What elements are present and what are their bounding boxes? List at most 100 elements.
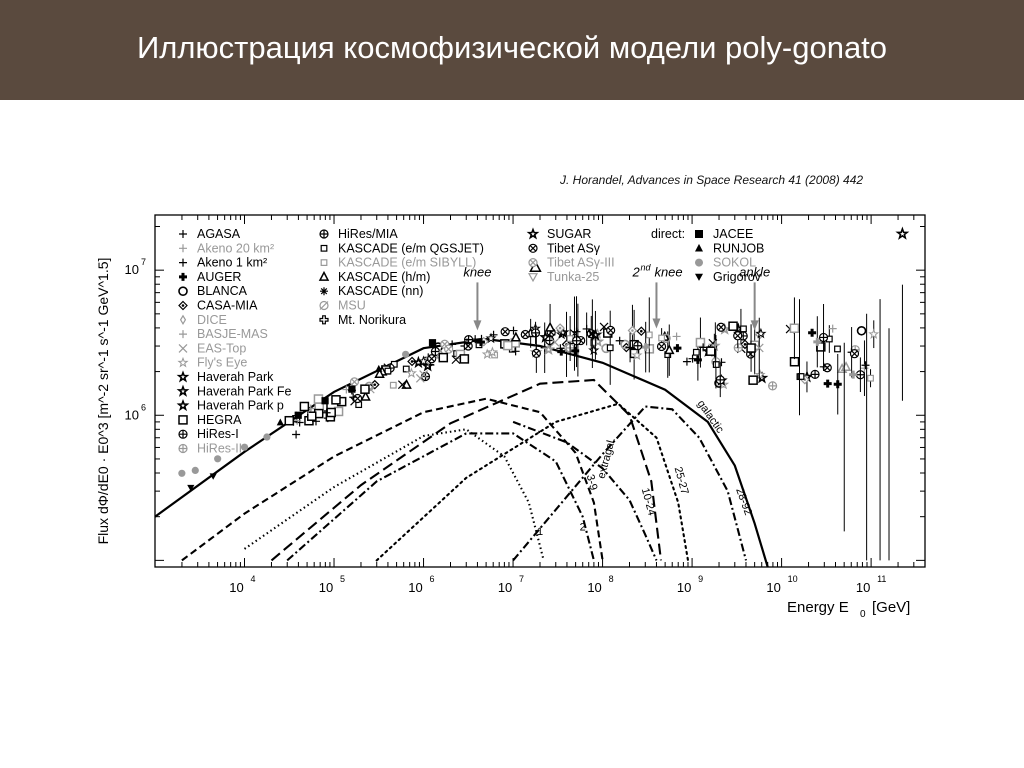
data-point (740, 325, 747, 333)
data-point (389, 381, 397, 389)
data-point (856, 325, 867, 336)
data-point (808, 328, 817, 337)
legend-marker (178, 415, 188, 425)
legend-col1-entry: CASA-MIA (197, 299, 258, 313)
data-point (556, 344, 565, 353)
data-point (522, 331, 529, 338)
data-point (633, 341, 642, 350)
direct-point (276, 418, 284, 426)
x-tick-label-exp: 6 (430, 574, 435, 584)
curve-label: 2 (580, 522, 586, 534)
legend-marker (320, 287, 328, 296)
slide-header (0, 0, 1024, 100)
legend-col1-entry: HEGRA (197, 413, 242, 427)
data-point (331, 395, 341, 405)
legend-marker (695, 273, 703, 281)
data-point (797, 373, 805, 380)
data-point (728, 321, 738, 331)
legend-col2-entry: KASCADE (e/m QGSJET) (338, 241, 484, 255)
data-point (607, 327, 614, 334)
data-point (819, 333, 828, 342)
legend-marker (176, 384, 190, 397)
legend-col3-entry: Tibet ASγ (547, 241, 601, 255)
data-point (313, 394, 324, 404)
data-point (824, 364, 831, 371)
data-point (463, 338, 472, 347)
x-tick-label: 10 (766, 580, 780, 595)
data-point (734, 332, 741, 340)
curve-1 (243, 428, 545, 561)
direct-point (240, 443, 249, 451)
data-point (284, 415, 295, 426)
data-point (851, 350, 858, 357)
legend-col1-entry: BLANCA (197, 284, 248, 298)
legend-marker (178, 343, 188, 353)
x-tick-label-exp: 4 (251, 574, 256, 584)
data-point (840, 361, 852, 372)
legend-marker (179, 330, 187, 339)
direct-point (348, 385, 356, 393)
annotation-arrowhead (473, 320, 482, 331)
data-point (645, 331, 653, 339)
data-point (373, 383, 377, 386)
legend-marker (320, 244, 328, 252)
data-point (748, 375, 758, 385)
data-point (459, 354, 470, 364)
data-point (641, 343, 650, 352)
legend-marker (529, 259, 537, 266)
data-point (322, 408, 331, 417)
y-axis-label: Flux dΦ/dE0 · E0^3 [m^-2 sr^-1 s^-1 GeV^… (95, 258, 111, 545)
curve-3-9 (181, 397, 604, 562)
legend-marker (695, 243, 703, 252)
data-point (588, 344, 600, 356)
data-point (743, 343, 747, 346)
data-point (360, 390, 371, 401)
x-axis-label-sub: 0 (860, 609, 866, 620)
y-tick-label: 10 (125, 407, 139, 422)
legend-marker (318, 270, 330, 281)
data-point (867, 374, 874, 382)
direct-point (214, 455, 222, 463)
legend-marker (179, 430, 187, 439)
data-point (828, 324, 837, 333)
curve-2 (286, 432, 595, 562)
curve-label: 10-24 (639, 487, 658, 517)
x-tick-label-exp: 11 (877, 574, 886, 584)
data-point (895, 226, 910, 240)
legend-marker (320, 259, 328, 266)
data-point (716, 375, 725, 384)
direct-point (187, 484, 195, 492)
legend-col2-entry: HiRes/MIA (338, 227, 398, 241)
data-point (351, 378, 358, 386)
direct-point (375, 364, 383, 372)
data-point (587, 329, 597, 339)
data-point (415, 373, 425, 383)
data-point (572, 327, 581, 336)
legend-marker (319, 301, 329, 310)
x-tick-label: 10 (587, 580, 601, 595)
legend-marker (319, 315, 329, 325)
x-tick-label: 10 (856, 580, 870, 595)
data-point (688, 354, 697, 363)
data-point (673, 344, 682, 353)
data-point (813, 337, 822, 346)
data-point (405, 367, 417, 379)
x-axis-label: Energy E (787, 599, 849, 616)
y-tick-label: 10 (125, 262, 139, 277)
data-point (823, 379, 832, 388)
data-point (589, 339, 597, 346)
data-point (658, 343, 665, 350)
data-point (672, 332, 681, 341)
data-point (711, 340, 720, 349)
legend-col1-entry: AUGER (197, 270, 241, 284)
data-point (819, 362, 828, 371)
data-point (861, 361, 870, 370)
x-tick-label-exp: 8 (609, 574, 614, 584)
data-point (558, 326, 562, 330)
legend-col1-entry: Haverah Park (197, 370, 274, 384)
legend-col2-entry: KASCADE (h/m) (338, 270, 430, 284)
direct-point (209, 473, 217, 480)
data-point (550, 337, 560, 347)
direct-point (178, 469, 186, 477)
legend-col2-entry: KASCADE (e/m SIBYLL) (338, 256, 476, 270)
